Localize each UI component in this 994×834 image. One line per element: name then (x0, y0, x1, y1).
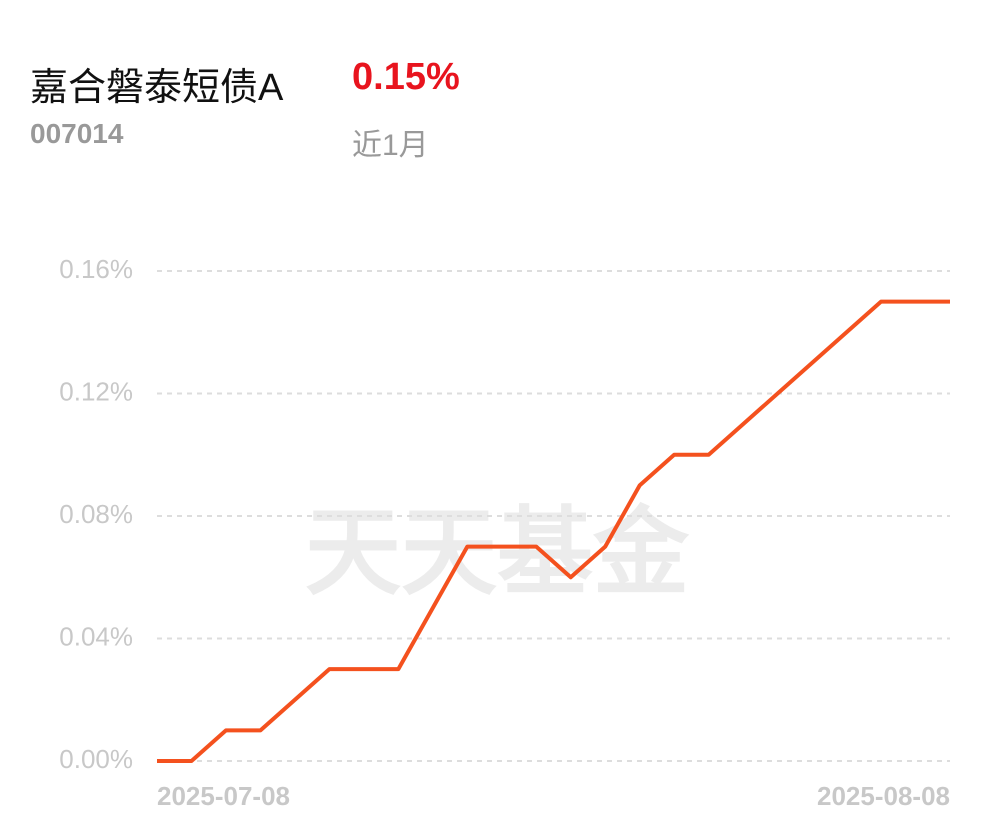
y-tick-label: 0.16% (59, 254, 133, 284)
y-tick-label: 0.08% (59, 499, 133, 529)
y-tick-label: 0.00% (59, 744, 133, 774)
fund-name: 嘉合磐泰短债A (30, 67, 284, 109)
y-tick-label: 0.04% (59, 621, 133, 651)
x-tick-label: 2025-07-08 (157, 781, 290, 811)
watermark: 天天基金 (305, 499, 690, 606)
line-series (157, 299, 950, 763)
fund-code: 007014 (30, 118, 124, 149)
x-tick-label: 2025-08-08 (817, 781, 950, 811)
fund-return: 0.15% (352, 56, 460, 98)
y-tick-label: 0.12% (59, 376, 133, 406)
period: 近1月 (352, 129, 429, 162)
